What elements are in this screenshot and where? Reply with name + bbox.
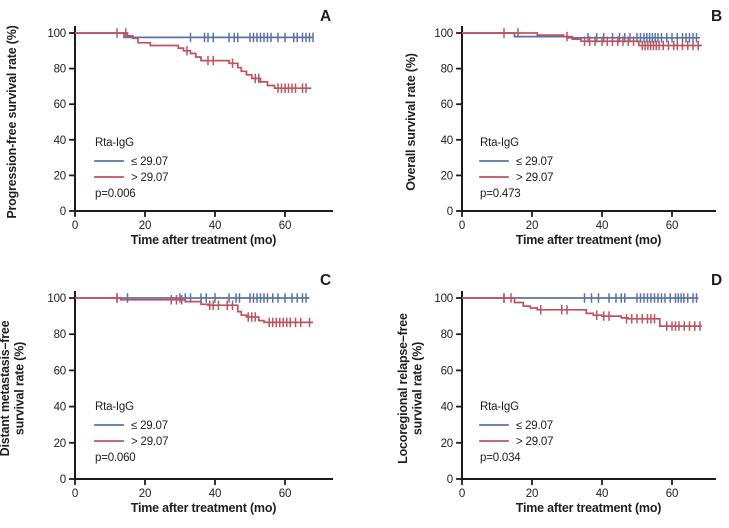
svg-text:Progression-free survival rate: Progression-free survival rate (%) [5,25,19,218]
survival-chart-overall: 0 20 40 60 80 100 0 20 40 60 Time after treatment … [404,8,722,247]
svg-text:60: 60 [666,220,678,232]
svg-text:≤ 29.07: ≤ 29.07 [131,156,168,168]
svg-text:D: D [711,272,722,289]
svg-text:≤ 29.07: ≤ 29.07 [131,420,168,432]
svg-text:> 29.07: > 29.07 [516,436,553,448]
svg-text:Locoregional relapse–free: Locoregional relapse–free [396,313,410,464]
svg-text:Time after treatment (mo): Time after treatment (mo) [516,233,662,247]
svg-text:0: 0 [459,220,465,232]
svg-text:> 29.07: > 29.07 [516,172,553,184]
panel-overall-survival: 0 20 40 60 80 100 0 20 40 60 Time after treatment … [365,0,729,264]
svg-text:20: 20 [526,488,538,500]
svg-text:100: 100 [434,293,453,305]
svg-text:Rta-IgG: Rta-IgG [95,137,134,149]
svg-text:≤ 29.07: ≤ 29.07 [516,156,553,168]
svg-text:100: 100 [47,293,66,305]
svg-text:Rta-IgG: Rta-IgG [480,401,519,413]
panel-progression-free-survival: 0 20 40 60 80 100 0 20 40 60 Time after treatment … [0,0,365,264]
svg-text:0: 0 [447,206,453,218]
svg-text:40: 40 [441,135,453,147]
svg-text:20: 20 [441,438,453,450]
svg-text:0: 0 [60,206,66,218]
svg-text:p=0.034: p=0.034 [480,452,521,464]
svg-text:20: 20 [139,220,151,232]
svg-text:Time after treatment (mo): Time after treatment (mo) [516,501,662,515]
svg-text:20: 20 [526,220,538,232]
svg-text:B: B [711,8,722,25]
svg-text:Rta-IgG: Rta-IgG [95,401,134,413]
svg-text:20: 20 [441,170,453,182]
svg-text:Time after treatment (mo): Time after treatment (mo) [131,501,277,515]
svg-text:Distant metastasis–free: Distant metastasis–free [0,320,12,456]
svg-text:20: 20 [54,438,66,450]
svg-text:60: 60 [666,488,678,500]
svg-text:40: 40 [596,488,608,500]
svg-text:p=0.473: p=0.473 [480,188,521,200]
svg-text:40: 40 [54,135,66,147]
svg-text:Time after treatment (mo): Time after treatment (mo) [131,233,277,247]
svg-text:0: 0 [60,474,66,486]
svg-text:80: 80 [441,64,453,76]
svg-text:60: 60 [441,99,453,111]
svg-text:40: 40 [209,488,221,500]
svg-text:80: 80 [54,329,66,341]
svg-text:60: 60 [54,365,66,377]
svg-text:C: C [320,272,331,289]
svg-text:> 29.07: > 29.07 [131,436,168,448]
svg-text:0: 0 [447,474,453,486]
svg-text:Rta-IgG: Rta-IgG [480,137,519,149]
svg-text:> 29.07: > 29.07 [131,172,168,184]
svg-text:40: 40 [441,402,453,414]
svg-text:0: 0 [72,488,78,500]
panel-locoregional-relapse-free-survival: 0 20 40 60 80 100 0 20 40 60 Time after treatment … [365,264,729,528]
svg-text:0: 0 [459,488,465,500]
svg-text:p=0.006: p=0.006 [95,188,136,200]
svg-text:survival rate (%): survival rate (%) [13,342,27,435]
svg-text:0: 0 [72,220,78,232]
svg-text:≤ 29.07: ≤ 29.07 [516,420,553,432]
svg-text:20: 20 [54,170,66,182]
svg-text:80: 80 [441,329,453,341]
svg-text:60: 60 [279,220,291,232]
svg-text:p=0.060: p=0.060 [95,452,136,464]
svg-text:20: 20 [139,488,151,500]
svg-text:60: 60 [54,99,66,111]
svg-text:100: 100 [47,28,66,40]
svg-text:40: 40 [596,220,608,232]
svg-text:Overall survival rate (%): Overall survival rate (%) [404,53,418,190]
survival-chart-locoregional-relapse-free: 0 20 40 60 80 100 0 20 40 60 Time after treatment … [396,272,722,515]
svg-text:A: A [320,8,331,25]
panel-distant-metastasis-free-survival: 0 20 40 60 80 100 0 20 40 60 Time after treatment … [0,264,365,528]
svg-text:80: 80 [54,64,66,76]
svg-text:60: 60 [279,488,291,500]
svg-text:survival rate (%): survival rate (%) [411,342,425,435]
svg-text:40: 40 [209,220,221,232]
svg-text:60: 60 [441,365,453,377]
svg-text:40: 40 [54,402,66,414]
svg-text:100: 100 [434,28,453,40]
